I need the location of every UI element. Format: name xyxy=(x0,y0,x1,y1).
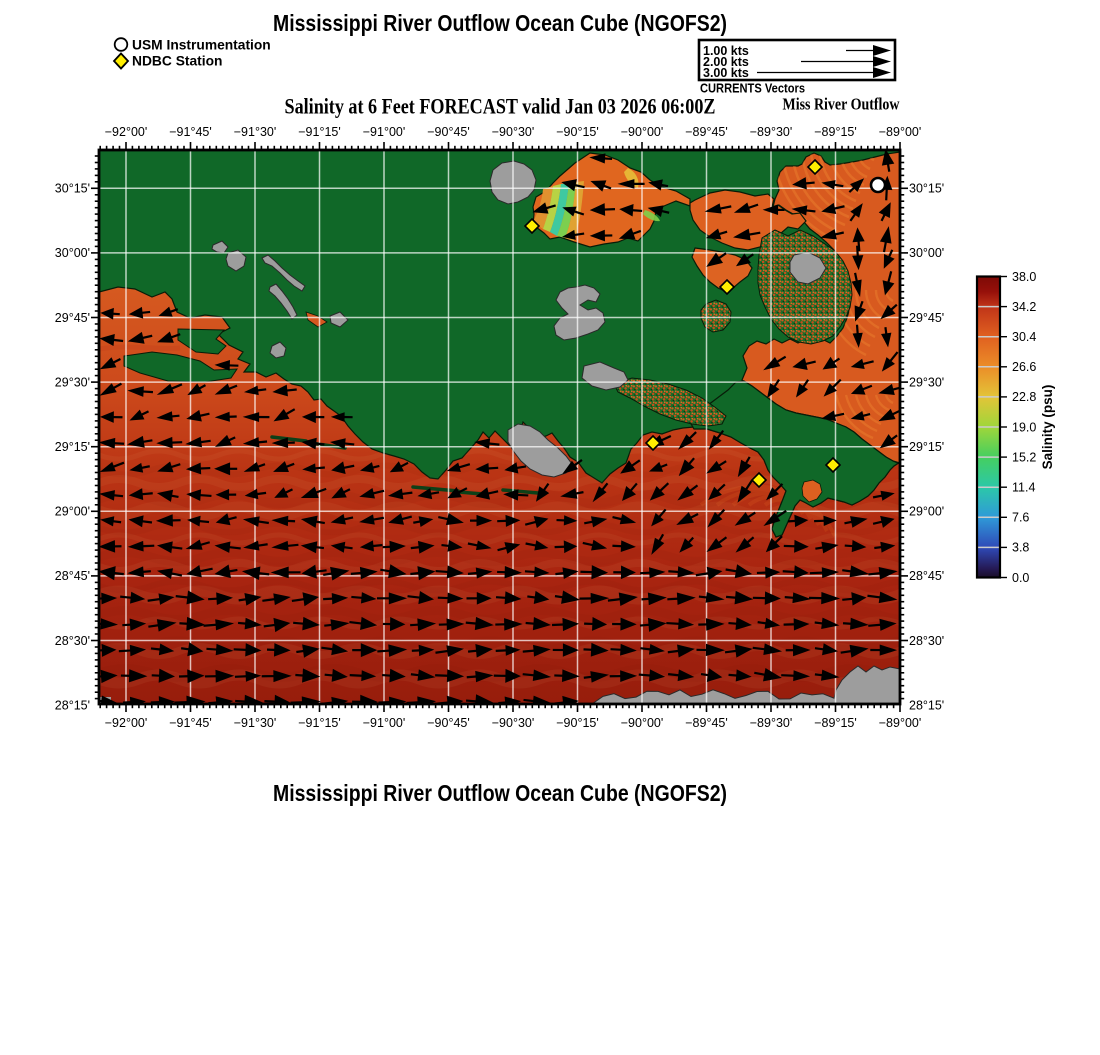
svg-text:−92°00': −92°00' xyxy=(105,125,148,139)
svg-text:29°45': 29°45' xyxy=(909,311,944,325)
svg-text:−89°00': −89°00' xyxy=(879,716,922,730)
svg-text:−91°15': −91°15' xyxy=(298,716,341,730)
svg-text:Miss River Outflow: Miss River Outflow xyxy=(783,95,900,114)
svg-text:28°30': 28°30' xyxy=(909,634,944,648)
svg-text:−91°30': −91°30' xyxy=(234,716,277,730)
svg-text:30°15': 30°15' xyxy=(909,182,944,196)
svg-text:19.0: 19.0 xyxy=(1012,420,1036,434)
svg-text:3.8: 3.8 xyxy=(1012,541,1029,555)
svg-text:34.2: 34.2 xyxy=(1012,300,1036,314)
svg-text:29°30': 29°30' xyxy=(909,375,944,389)
svg-text:−90°30': −90°30' xyxy=(492,716,535,730)
svg-text:−89°30': −89°30' xyxy=(750,125,793,139)
svg-text:0.0: 0.0 xyxy=(1012,571,1029,585)
svg-text:Mississippi River Outflow Ocea: Mississippi River Outflow Ocean Cube (NG… xyxy=(273,780,727,806)
svg-text:7.6: 7.6 xyxy=(1012,511,1029,525)
svg-text:−91°45': −91°45' xyxy=(169,716,212,730)
svg-text:−90°30': −90°30' xyxy=(492,125,535,139)
svg-text:−90°00': −90°00' xyxy=(621,716,664,730)
svg-text:Salinity (psu): Salinity (psu) xyxy=(1040,385,1055,470)
svg-text:Salinity at 6 Feet FORECAST va: Salinity at 6 Feet FORECAST valid Jan 03… xyxy=(285,94,716,119)
svg-text:11.4: 11.4 xyxy=(1012,481,1035,495)
svg-text:28°15': 28°15' xyxy=(909,698,944,712)
svg-text:28°45': 28°45' xyxy=(55,569,90,583)
svg-text:−91°30': −91°30' xyxy=(234,125,277,139)
svg-text:NDBC Station: NDBC Station xyxy=(132,54,222,69)
svg-text:−89°15': −89°15' xyxy=(814,716,857,730)
svg-text:−90°15': −90°15' xyxy=(556,125,599,139)
svg-text:29°30': 29°30' xyxy=(55,375,90,389)
svg-text:−90°45': −90°45' xyxy=(427,125,470,139)
svg-text:28°30': 28°30' xyxy=(55,634,90,648)
svg-text:Mississippi River Outflow Ocea: Mississippi River Outflow Ocean Cube (NG… xyxy=(273,10,727,36)
svg-text:−91°00': −91°00' xyxy=(363,125,406,139)
svg-text:15.2: 15.2 xyxy=(1012,450,1036,464)
svg-text:3.00 kts: 3.00 kts xyxy=(703,66,749,80)
svg-text:1.00 kts: 1.00 kts xyxy=(703,44,749,58)
svg-text:30°00': 30°00' xyxy=(55,246,90,260)
svg-text:−91°45': −91°45' xyxy=(169,125,212,139)
svg-text:22.8: 22.8 xyxy=(1012,390,1036,404)
svg-text:29°00': 29°00' xyxy=(55,505,90,519)
svg-text:29°45': 29°45' xyxy=(55,311,90,325)
svg-text:−89°45': −89°45' xyxy=(685,125,728,139)
svg-text:−89°00': −89°00' xyxy=(879,125,922,139)
svg-text:−89°45': −89°45' xyxy=(685,716,728,730)
svg-text:USM Instrumentation: USM Instrumentation xyxy=(132,38,271,53)
svg-text:30°00': 30°00' xyxy=(909,246,944,260)
svg-text:29°15': 29°15' xyxy=(909,440,944,454)
svg-text:−90°00': −90°00' xyxy=(621,125,664,139)
svg-text:2.00 kts: 2.00 kts xyxy=(703,55,749,69)
svg-text:29°00': 29°00' xyxy=(909,505,944,519)
svg-text:−92°00': −92°00' xyxy=(105,716,148,730)
svg-text:30°15': 30°15' xyxy=(55,182,90,196)
svg-text:30.4: 30.4 xyxy=(1012,330,1036,344)
svg-text:26.6: 26.6 xyxy=(1012,360,1036,374)
svg-text:CURRENTS Vectors: CURRENTS Vectors xyxy=(700,81,805,96)
svg-text:28°45': 28°45' xyxy=(909,569,944,583)
svg-text:−91°00': −91°00' xyxy=(363,716,406,730)
svg-text:38.0: 38.0 xyxy=(1012,270,1036,284)
svg-text:−90°15': −90°15' xyxy=(556,716,599,730)
svg-text:−91°15': −91°15' xyxy=(298,125,341,139)
svg-text:29°15': 29°15' xyxy=(55,440,90,454)
svg-text:−89°30': −89°30' xyxy=(750,716,793,730)
svg-text:−90°45': −90°45' xyxy=(427,716,470,730)
svg-text:−89°15': −89°15' xyxy=(814,125,857,139)
svg-text:28°15': 28°15' xyxy=(55,698,90,712)
